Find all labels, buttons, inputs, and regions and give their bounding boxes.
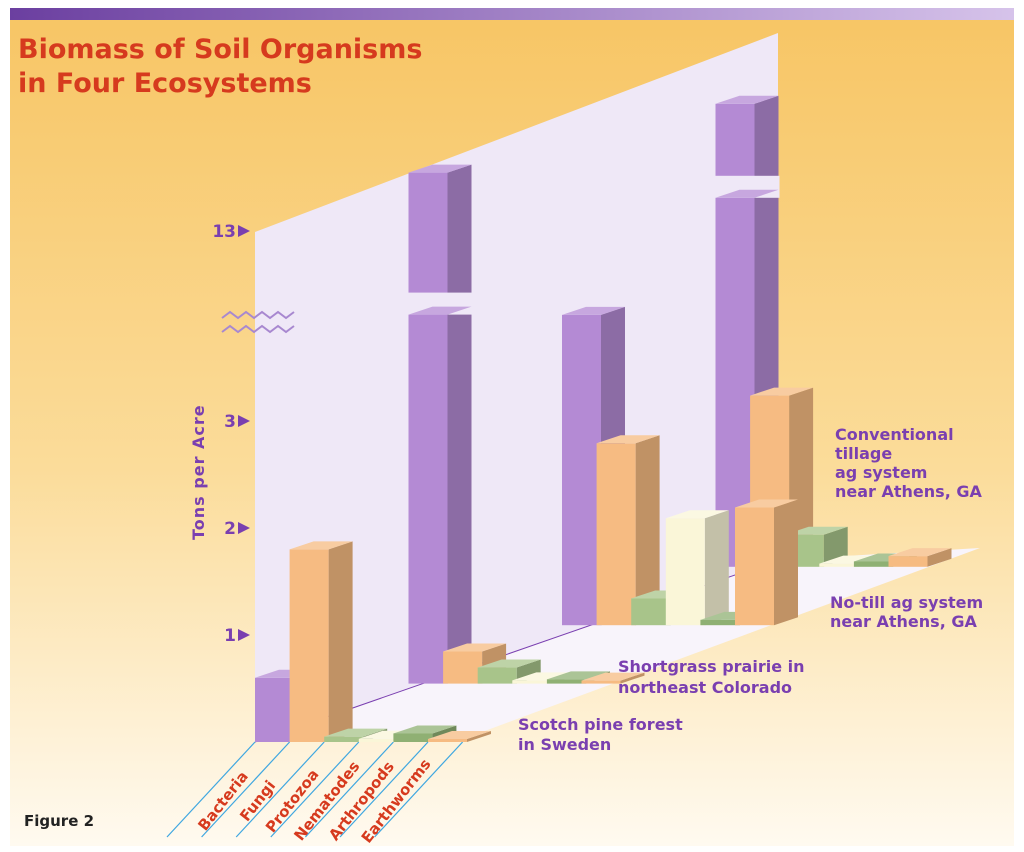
bar-top-protozoa-s4 <box>784 526 848 535</box>
y-tick-arrow-1 <box>238 629 250 641</box>
bar-front-arthropods-s4 <box>853 561 893 567</box>
bar-top-nematodes-s3 <box>665 510 729 519</box>
bar-top-fungi-s4 <box>750 387 814 396</box>
bar-side-bacteria-s2 <box>447 164 472 684</box>
axis-break-mark-1 <box>221 310 295 320</box>
bar-front-arthropods-s2 <box>546 679 586 684</box>
bar-top-bacteria-s2 <box>408 164 472 173</box>
bar-top-earthworms-s1 <box>428 731 491 739</box>
bar-side-fungi-s3 <box>635 435 660 626</box>
y-axis-label: Tons per Acre <box>189 404 208 540</box>
bar-front-nematodes-s1 <box>358 738 398 742</box>
series-label-3-line-1: No-till ag system <box>830 593 983 612</box>
series-label-1-line-1: Scotch pine forest <box>518 715 683 734</box>
bar-front-earthworms-s1 <box>428 739 467 742</box>
bar-front-protozoa-s1 <box>324 736 364 742</box>
bar-front-fungi-s1 <box>289 549 329 742</box>
category-guide-end <box>374 741 464 838</box>
bar-front-nematodes-s3 <box>665 518 705 626</box>
bar-front-bacteria-s3 <box>562 314 601 626</box>
bar-earthworms-s3 <box>735 499 798 626</box>
bar-top-arthropods-s2 <box>546 671 610 680</box>
bar-front-fungi-s2 <box>443 651 483 684</box>
bar-fungi-s3 <box>596 435 660 626</box>
bar-break-top-bacteria-s2 <box>408 306 472 315</box>
bar-top-protozoa-s1 <box>324 728 388 737</box>
bar-top-fungi-s3 <box>596 435 660 444</box>
bar-top-bacteria-s4 <box>715 95 779 104</box>
series-label-1-line-2: in Sweden <box>518 735 611 754</box>
bar-front-bacteria-s1 <box>255 677 294 742</box>
y-tick-arrow-13 <box>238 225 250 237</box>
bars-group <box>255 95 952 742</box>
category-guide-bacteria <box>166 741 256 838</box>
category-guide-fungi <box>201 741 291 838</box>
bar-side-earthworms-s4 <box>927 548 952 567</box>
y-tick-arrow-3 <box>238 415 250 427</box>
bar-top-earthworms-s2 <box>581 672 645 681</box>
bar-earthworms-s4 <box>888 548 952 567</box>
bar-side-earthworms-s1 <box>467 731 491 742</box>
bar-top-earthworms-s3 <box>735 499 798 508</box>
bar-front-earthworms-s2 <box>581 680 621 684</box>
bar-top-protozoa-s2 <box>477 659 541 668</box>
bar-nematodes-s3 <box>665 510 729 626</box>
category-guide-arthropods <box>304 741 394 838</box>
floor <box>255 548 980 742</box>
bar-front-arthropods-s3 <box>700 619 740 626</box>
y-axis-ticks: 1 2 3 13 <box>212 222 250 646</box>
bar-top-arthropods-s1 <box>393 725 457 734</box>
bar-side-earthworms-s2 <box>620 672 645 684</box>
bar-side-earthworms-s3 <box>774 499 798 626</box>
bar-bacteria-s2 <box>407 164 473 684</box>
bar-front-bacteria-s4 <box>715 103 755 567</box>
y-tick-label-3: 3 <box>224 412 236 432</box>
series-label-4-line-1: Conventional <box>835 425 954 444</box>
series-label-2-line-2: northeast Colorado <box>618 678 792 697</box>
bar-side-nematodes-s3 <box>704 510 729 626</box>
bar-front-protozoa-s2 <box>477 667 517 684</box>
chart-title-line-1: Biomass of Soil Organisms <box>18 34 422 65</box>
bar-front-earthworms-s3 <box>735 507 774 626</box>
bar-front-nematodes-s4 <box>819 563 859 567</box>
bar-top-nematodes-s2 <box>512 672 576 681</box>
y-tick-label-1: 1 <box>224 626 236 646</box>
bar-side-fungi-s1 <box>328 541 353 742</box>
bar-fungi-s1 <box>289 541 353 742</box>
y-tick-label-2: 2 <box>224 519 236 539</box>
category-gridlines <box>166 741 464 838</box>
category-guide-nematodes <box>270 741 360 838</box>
category-guide-earthworms <box>339 741 429 838</box>
bar-top-earthworms-s4 <box>888 548 952 557</box>
bar-front-nematodes-s2 <box>512 680 552 684</box>
bar-earthworms-s1 <box>428 731 491 742</box>
bar-front-fungi-s3 <box>596 443 636 626</box>
bar-break-top-bacteria-s4 <box>715 189 779 198</box>
axis-break-mark-2 <box>221 324 295 334</box>
bar-top-bacteria-s3 <box>562 306 625 315</box>
y-tick-label-13: 13 <box>212 222 236 242</box>
series-label-2-line-1: Shortgrass prairie in <box>618 657 805 676</box>
category-guide-protozoa <box>235 741 325 838</box>
series-label-4-line-4: near Athens, GA <box>835 482 982 501</box>
series-label-3-line-2: near Athens, GA <box>830 612 977 631</box>
bar-top-fungi-s2 <box>443 643 507 652</box>
top-stripe <box>10 8 1014 20</box>
bar-front-arthropods-s1 <box>393 733 433 742</box>
series-label-4-line-2: tillage <box>835 444 892 463</box>
series-label-4-line-3: ag system <box>835 463 927 482</box>
bar-front-bacteria-s2 <box>408 172 448 684</box>
bar-front-protozoa-s3 <box>631 598 671 626</box>
y-tick-arrow-2 <box>238 522 250 534</box>
figure-label: Figure 2 <box>24 812 94 830</box>
chart-title-line-2: in Four Ecosystems <box>18 68 312 99</box>
bar-earthworms-s2 <box>581 672 645 684</box>
bar-top-fungi-s1 <box>289 541 353 550</box>
bar-front-earthworms-s4 <box>888 556 928 567</box>
